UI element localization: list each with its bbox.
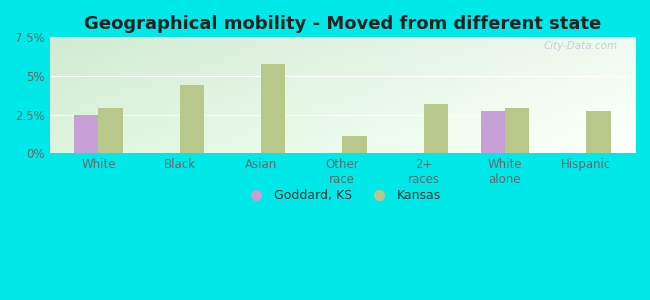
Bar [505, 108, 529, 153]
Bar [261, 64, 285, 153]
Text: City-Data.com: City-Data.com [543, 41, 618, 51]
Bar [424, 104, 448, 153]
Legend: Goddard, KS, Kansas: Goddard, KS, Kansas [239, 184, 446, 207]
Bar [179, 85, 204, 153]
Bar [586, 111, 610, 153]
Bar [74, 115, 98, 153]
Title: Geographical mobility - Moved from different state: Geographical mobility - Moved from diffe… [84, 15, 601, 33]
Bar [480, 111, 505, 153]
Bar [98, 108, 123, 153]
Bar [343, 136, 367, 153]
